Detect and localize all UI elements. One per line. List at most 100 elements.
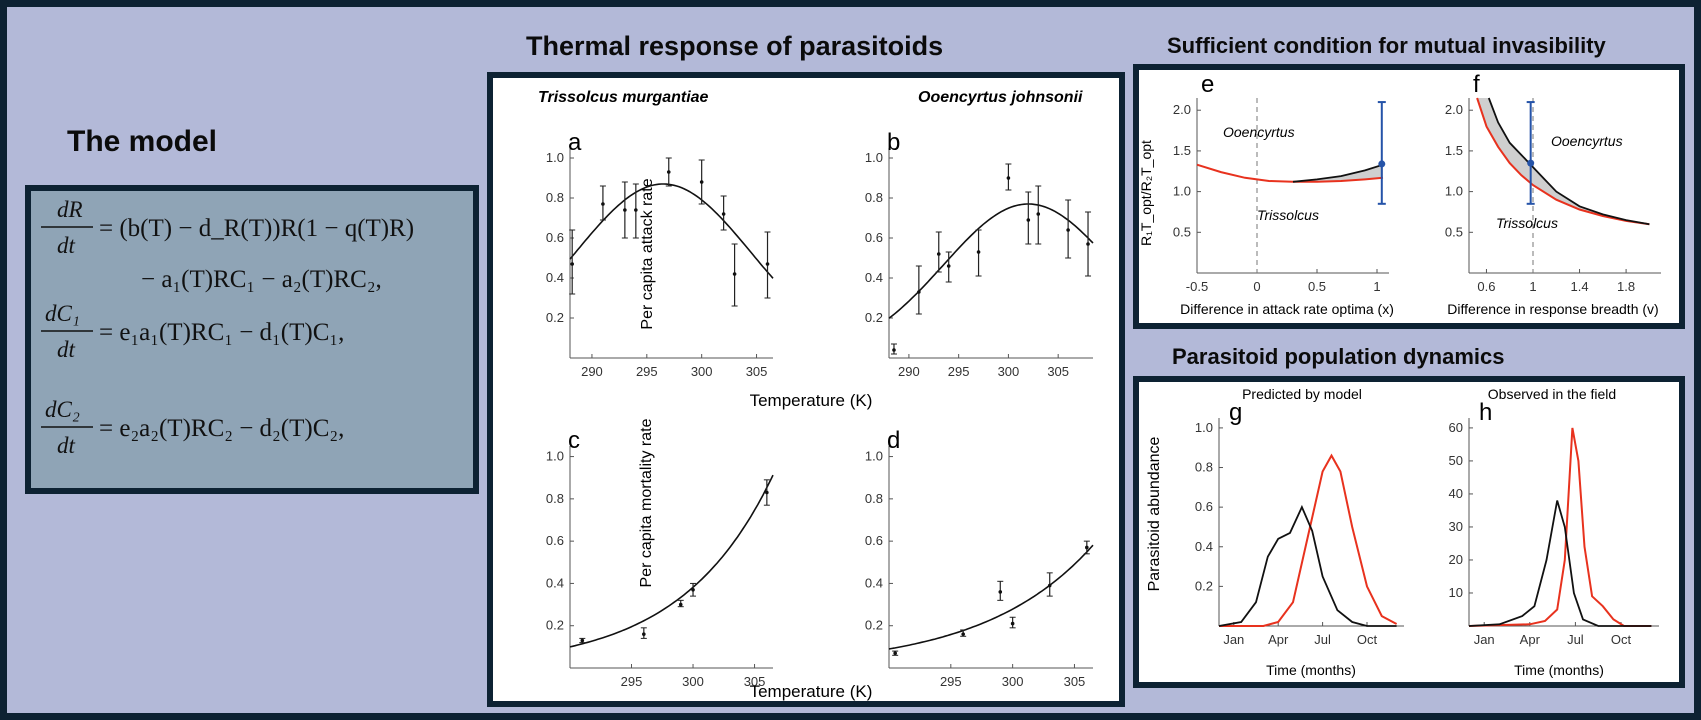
ytick-label-h: 40 <box>1449 486 1463 501</box>
ytick-label-d: 0.8 <box>865 491 883 506</box>
data-point <box>1006 176 1011 180</box>
ytick-label-h: 10 <box>1449 585 1463 600</box>
panel-label-e: e <box>1201 71 1214 98</box>
data-point <box>570 262 574 266</box>
title-g: Predicted by model <box>1242 386 1362 402</box>
panel-label-b: b <box>887 129 900 156</box>
ytick-label-b: 0.8 <box>865 190 883 205</box>
dynamics-panel: Predicted by model Observed in the field… <box>1133 376 1685 688</box>
ylabel-attack: Per capita attack rate <box>639 178 656 329</box>
dynamics-panel-area: Predicted by model Observed in the field… <box>1139 382 1679 682</box>
dynamics-heading: Parasitoid population dynamics <box>1172 344 1505 369</box>
model-equations-panel: dR dt = (b(T) − d_R(T))R(1 − q(T)R) − a₁… <box>31 191 473 488</box>
red-curve-h <box>1468 427 1652 627</box>
ytick-label-g: 0.4 <box>1195 539 1213 554</box>
ytick-label-a: 1.0 <box>546 150 564 165</box>
equations-svg: dR dt = (b(T) − d_R(T))R(1 − q(T)R) − a₁… <box>41 197 414 458</box>
data-point <box>1066 228 1070 232</box>
xtick-label-h: Jan <box>1474 632 1495 647</box>
xtick-label-g: Apr <box>1268 632 1289 647</box>
xtick-label-g: Jan <box>1223 632 1244 647</box>
panel-label-g: g <box>1229 399 1242 426</box>
data-point <box>976 250 981 254</box>
e-lower-text: Trissolcus <box>1257 207 1319 223</box>
ytick-label-a: 0.2 <box>546 310 564 325</box>
ytick-label-d: 0.4 <box>865 575 883 590</box>
xtick-label-e: 1 <box>1373 279 1380 294</box>
chart-g: g 0.2 0.4 0.6 0.8 1.0 Jan Apr Jul Oct <box>1195 399 1404 647</box>
xtick-label-a: 300 <box>691 364 713 379</box>
xtick-label-b: 300 <box>998 364 1020 379</box>
ytick-label-b: 0.4 <box>865 270 883 285</box>
data-point <box>893 651 897 655</box>
fit-curve-a <box>569 183 774 279</box>
xtick-label-d: 295 <box>940 674 962 689</box>
data-point <box>1026 218 1031 222</box>
ytick-label-h: 30 <box>1449 519 1463 534</box>
xtick-label-g: Oct <box>1357 632 1378 647</box>
data-point <box>1010 621 1015 626</box>
data-point <box>998 590 1003 594</box>
xtick-label-f: 1.4 <box>1571 279 1589 294</box>
data-point <box>1085 545 1089 550</box>
data-point <box>580 638 585 643</box>
data-point <box>946 264 951 268</box>
black-curve-f <box>1487 97 1650 226</box>
xtick-label-a: 305 <box>746 364 768 379</box>
data-point <box>699 180 704 184</box>
ytick-label-e: 1.0 <box>1173 184 1191 199</box>
xtick-label-c: 295 <box>621 674 643 689</box>
ylabel-abundance: Parasitoid abundance <box>1146 437 1163 592</box>
xtick-label-h: Jul <box>1567 632 1584 647</box>
red-curve-g <box>1219 453 1398 627</box>
eq1-lhs-denominator: dt <box>57 233 76 258</box>
xtick-label-f: 1 <box>1529 279 1536 294</box>
data-point <box>765 490 769 495</box>
fit-curve-d <box>888 544 1094 650</box>
data-point <box>936 252 941 256</box>
data-point <box>691 587 695 592</box>
ytick-label-c: 0.2 <box>546 618 564 633</box>
model-equations-box: dR dt = (b(T) − d_R(T))R(1 − q(T)R) − a₁… <box>25 185 479 494</box>
xlabel-f: Difference in response breadth (v) <box>1447 301 1658 317</box>
black-curve-e <box>1292 163 1384 183</box>
eq2-rhs: = e₁a₁(T)RC₁ − d₁(T)C₁, <box>99 319 344 346</box>
xlabel-e: Difference in attack rate optima (x) <box>1180 301 1394 317</box>
xtick-label-h: Apr <box>1520 632 1541 647</box>
xtick-label-d: 305 <box>1064 674 1086 689</box>
data-point <box>961 632 965 636</box>
dynamics-svg: Predicted by model Observed in the field… <box>1146 386 1659 678</box>
species-right-label: Ooencyrtus johnsonii <box>918 89 1083 106</box>
xtick-label-g: Jul <box>1314 632 1331 647</box>
ylabel-mortality: Per capita mortality rate <box>638 418 655 587</box>
ylabel-ratio: R₁T_opt/R₂T_opt <box>1139 140 1154 246</box>
xtick-label-a: 290 <box>581 364 603 379</box>
xtick-label-e: -0.5 <box>1186 279 1208 294</box>
black-curve-h <box>1468 500 1652 627</box>
invasibility-panel-area: R₁T_opt/R₂T_opt Difference in attack rat… <box>1138 70 1679 323</box>
ytick-label-b: 0.6 <box>865 230 883 245</box>
data-point <box>721 212 726 216</box>
ytick-label-a: 0.6 <box>546 230 564 245</box>
blue-point <box>1378 160 1386 168</box>
poster-canvas: The model Thermal response of parasitoid… <box>7 7 1694 713</box>
ytick-label-g: 0.6 <box>1195 499 1213 514</box>
ytick-label-f: 0.5 <box>1445 224 1463 239</box>
ytick-label-f: 1.5 <box>1445 143 1463 158</box>
xtick-label-b: 305 <box>1047 364 1069 379</box>
ytick-label-f: 2.0 <box>1445 102 1463 117</box>
data-point <box>666 170 671 174</box>
f-upper-text: Ooencyrtus <box>1551 133 1623 149</box>
xtick-label-b: 295 <box>948 364 970 379</box>
ytick-label-e: 1.5 <box>1173 143 1191 158</box>
xtick-label-e: 0.5 <box>1308 279 1326 294</box>
xlabel-g: Time (months) <box>1266 662 1356 678</box>
xtick-label-c: 300 <box>682 674 704 689</box>
species-left-label: Trissolcus murgantiae <box>538 89 709 106</box>
xlabel-temperature-bottom: Temperature (K) <box>750 682 873 701</box>
eq1-rhs-line1: = (b(T) − d_R(T))R(1 − q(T)R) <box>99 215 414 242</box>
data-point <box>642 632 646 636</box>
ytick-label-d: 0.2 <box>865 618 883 633</box>
f-lower-text: Trissolcus <box>1496 215 1558 231</box>
xtick-label-c: 305 <box>744 674 766 689</box>
